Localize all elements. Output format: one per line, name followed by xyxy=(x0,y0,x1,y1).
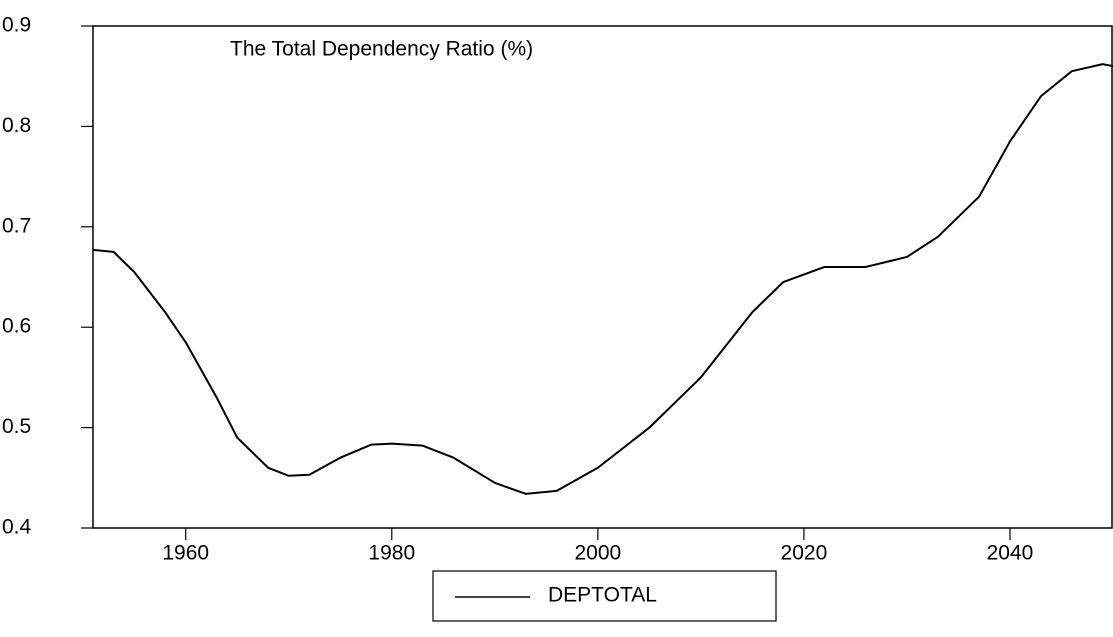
chart-title: The Total Dependency Ratio (%) xyxy=(230,38,533,61)
x-tick-label: 1960 xyxy=(162,542,209,565)
x-tick-label: 2020 xyxy=(781,542,828,565)
y-tick-label: 0.4 xyxy=(2,516,32,539)
y-tick-label: 0.7 xyxy=(2,214,31,237)
y-tick-label: 0.8 xyxy=(2,114,31,137)
plot-frame xyxy=(92,25,1113,529)
x-tick-label: 1980 xyxy=(368,542,415,565)
y-tick-label: 0.9 xyxy=(2,14,31,37)
x-tick-label: 2040 xyxy=(987,542,1034,565)
y-tick-label: 0.5 xyxy=(2,415,31,438)
legend-box xyxy=(432,570,777,622)
y-tick-label: 0.6 xyxy=(2,315,31,338)
x-tick-label: 2000 xyxy=(574,542,621,565)
data-line xyxy=(92,63,1113,495)
legend-label: DEPTOTAL xyxy=(548,584,657,607)
